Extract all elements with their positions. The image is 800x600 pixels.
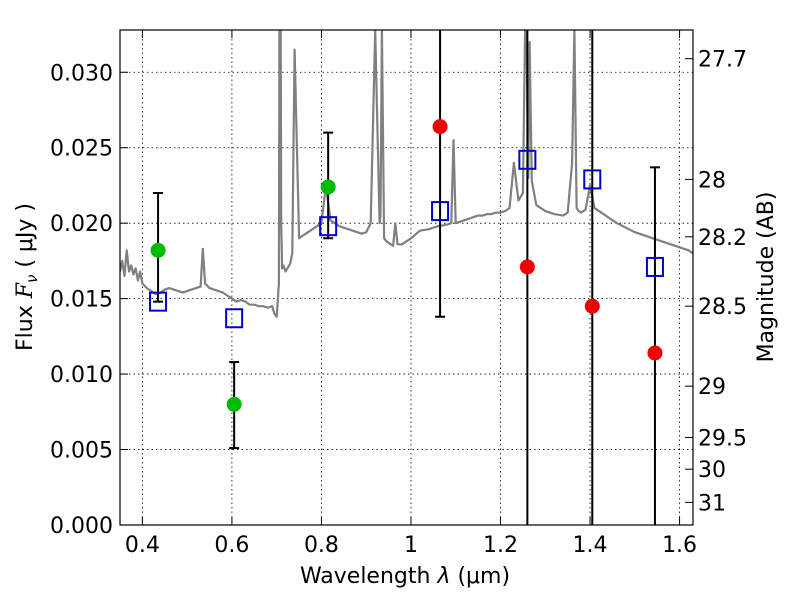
x-tick-label: 0.8 bbox=[304, 533, 339, 558]
data-point bbox=[432, 119, 448, 135]
y-tick-label: 0.005 bbox=[50, 439, 113, 464]
right-tick-label: 28.5 bbox=[698, 295, 747, 320]
y-tick-label: 0.030 bbox=[50, 61, 113, 86]
x-tick-label: 0.4 bbox=[125, 533, 160, 558]
right-tick-label: 30 bbox=[698, 458, 726, 483]
y-tick-label: 0.015 bbox=[50, 288, 113, 313]
right-tick-label: 31 bbox=[698, 491, 726, 516]
model-square bbox=[645, 256, 664, 277]
y-tick-label: 0.020 bbox=[50, 212, 113, 237]
y-tick-label: 0.025 bbox=[50, 137, 113, 162]
plot-frame bbox=[119, 29, 694, 526]
right-tick-label: 28.2 bbox=[698, 226, 747, 251]
x-tick-label: 1.4 bbox=[573, 533, 608, 558]
right-tick-label: 27.7 bbox=[698, 48, 747, 73]
plot-content bbox=[120, 30, 693, 525]
data-point bbox=[226, 396, 242, 412]
axis-ticks: 0.4 0.6 0.8 1 1.2 1.4 1.6 0.000 0.005 0.010 0.015 0… bbox=[50, 30, 747, 558]
plot-area bbox=[120, 30, 693, 525]
model-square bbox=[319, 216, 338, 237]
data-point bbox=[320, 179, 336, 195]
data-point bbox=[647, 345, 663, 361]
model-square bbox=[149, 291, 168, 312]
x-axis-label: Wavelength λ (μm) bbox=[300, 564, 510, 589]
x-tick-label: 1.6 bbox=[662, 533, 697, 558]
x-tick-label: 0.6 bbox=[214, 533, 249, 558]
x-tick-label: 1 bbox=[404, 533, 418, 558]
right-tick-label: 28 bbox=[698, 168, 726, 193]
right-tick-label: 29 bbox=[698, 375, 726, 400]
grid bbox=[120, 30, 693, 526]
data-point bbox=[584, 298, 600, 314]
y-tick-label: 0.000 bbox=[50, 514, 113, 539]
x-tick-label: 1.2 bbox=[483, 533, 518, 558]
model-square bbox=[225, 308, 244, 329]
y-axis-label: Flux Fν ( μJy ) bbox=[13, 203, 41, 351]
right-axis-label: Magnitude (AB) bbox=[754, 192, 779, 363]
model-square bbox=[518, 149, 537, 170]
model-square bbox=[583, 169, 602, 190]
right-tick-label: 29.5 bbox=[698, 426, 747, 451]
y-tick-label: 0.010 bbox=[50, 363, 113, 388]
data-point bbox=[150, 242, 166, 258]
model-square bbox=[431, 201, 450, 222]
spectrum-line bbox=[120, 30, 693, 318]
data-point bbox=[519, 259, 535, 275]
